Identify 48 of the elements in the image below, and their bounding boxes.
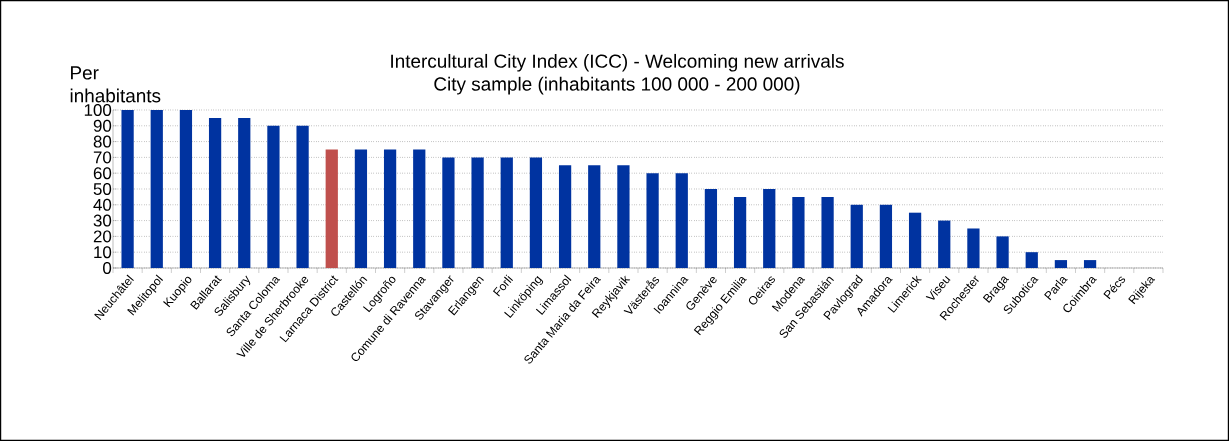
bar bbox=[529, 157, 543, 268]
bar bbox=[267, 125, 280, 268]
y-tick-label: 20 bbox=[93, 230, 112, 243]
bar bbox=[967, 228, 980, 268]
bar bbox=[850, 204, 863, 268]
bar bbox=[733, 196, 747, 268]
y-tick-label: 60 bbox=[93, 167, 112, 180]
bar bbox=[558, 165, 572, 268]
bar bbox=[1083, 260, 1097, 268]
bar bbox=[763, 188, 776, 268]
y-tick-label: 0 bbox=[103, 261, 112, 274]
bar bbox=[150, 109, 163, 268]
bar bbox=[996, 236, 1009, 268]
bar bbox=[704, 188, 718, 268]
y-tick-label: 90 bbox=[93, 119, 112, 132]
bar bbox=[908, 212, 922, 268]
bar bbox=[413, 149, 426, 268]
y-tick-label: 10 bbox=[94, 246, 112, 259]
y-tick-label: 100 bbox=[84, 103, 112, 116]
bar bbox=[1025, 252, 1038, 268]
bar bbox=[442, 157, 455, 268]
bar bbox=[354, 149, 368, 268]
y-tick-label: 80 bbox=[93, 135, 112, 148]
bar bbox=[471, 157, 484, 268]
bar bbox=[296, 125, 309, 268]
bar bbox=[383, 149, 397, 268]
y-tick-label: 70 bbox=[93, 151, 112, 164]
y-tick-label: 50 bbox=[93, 182, 112, 195]
bar bbox=[588, 165, 601, 268]
bar bbox=[500, 157, 513, 268]
y-tick-label: 40 bbox=[93, 198, 112, 211]
bar bbox=[792, 196, 805, 268]
bar bbox=[646, 173, 659, 268]
y-axis-title: Per inhabitants bbox=[70, 66, 161, 103]
bar bbox=[208, 117, 222, 268]
bar bbox=[325, 149, 338, 268]
bar bbox=[938, 220, 951, 268]
bar bbox=[1054, 260, 1068, 268]
chart-subtitle: City sample (inhabitants 100 000 - 200 000) bbox=[434, 76, 800, 95]
bar bbox=[675, 173, 688, 268]
bar bbox=[238, 117, 251, 268]
bar bbox=[179, 109, 193, 268]
bar bbox=[121, 109, 134, 268]
y-tick-label: 30 bbox=[93, 214, 112, 227]
bar bbox=[879, 204, 893, 268]
bar bbox=[617, 165, 630, 268]
bar bbox=[821, 196, 834, 268]
chart-title: Intercultural City Index (ICC) - Welcoming new arrivals bbox=[391, 53, 844, 72]
